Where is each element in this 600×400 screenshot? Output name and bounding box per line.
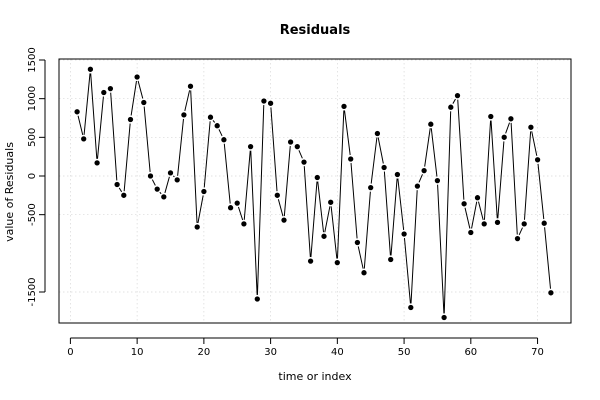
x-axis-label: time or index bbox=[278, 370, 352, 383]
data-point bbox=[293, 142, 302, 151]
y-tick-label: -500 bbox=[27, 203, 38, 226]
data-point bbox=[186, 82, 195, 91]
data-point bbox=[426, 120, 435, 129]
data-point bbox=[166, 168, 175, 178]
data-point bbox=[399, 229, 409, 239]
data-point bbox=[226, 203, 235, 212]
data-point bbox=[379, 163, 389, 172]
plot-border bbox=[58, 58, 572, 324]
x-tick-label: 30 bbox=[264, 347, 277, 358]
data-point bbox=[266, 99, 275, 108]
data-point bbox=[433, 176, 442, 185]
data-point bbox=[219, 135, 229, 144]
data-point bbox=[453, 91, 462, 100]
data-point bbox=[546, 288, 556, 297]
x-tick-label: 60 bbox=[464, 347, 477, 358]
data-point bbox=[126, 115, 135, 124]
data-point bbox=[386, 255, 395, 264]
x-tick-label: 40 bbox=[331, 347, 344, 358]
x-tick-label: 0 bbox=[67, 347, 73, 358]
grid-layer bbox=[59, 59, 571, 323]
data-point bbox=[246, 142, 255, 151]
data-point bbox=[132, 72, 142, 82]
data-point bbox=[92, 158, 102, 168]
data-point bbox=[159, 192, 168, 202]
data-point bbox=[313, 173, 322, 182]
data-point bbox=[513, 234, 522, 243]
data-point bbox=[213, 121, 222, 130]
data-point bbox=[86, 65, 95, 74]
data-point bbox=[473, 193, 482, 202]
y-tick-label: 1000 bbox=[27, 86, 38, 111]
data-point bbox=[153, 184, 162, 194]
data-point bbox=[119, 191, 128, 200]
data-point bbox=[206, 113, 215, 122]
data-point bbox=[173, 175, 182, 185]
y-tick-label: -1500 bbox=[27, 277, 38, 306]
data-point bbox=[279, 215, 289, 225]
data-point bbox=[72, 107, 82, 116]
data-point bbox=[112, 180, 122, 189]
data-points bbox=[72, 65, 556, 322]
data-point bbox=[106, 84, 115, 93]
data-point bbox=[286, 137, 295, 147]
data-point bbox=[406, 303, 415, 312]
y-tick-label: 0 bbox=[27, 173, 38, 179]
data-point bbox=[333, 258, 342, 267]
data-point bbox=[359, 268, 369, 277]
y-tick-label: 1500 bbox=[27, 47, 38, 72]
data-point bbox=[419, 166, 429, 175]
data-point bbox=[253, 294, 262, 304]
data-point bbox=[273, 191, 282, 200]
data-point bbox=[486, 112, 495, 121]
data-point bbox=[99, 88, 108, 97]
data-point bbox=[319, 232, 329, 241]
data-point bbox=[306, 256, 315, 266]
x-tick-label: 50 bbox=[398, 347, 411, 358]
data-point bbox=[193, 222, 202, 232]
data-point bbox=[540, 219, 549, 228]
data-point bbox=[459, 199, 469, 208]
chart-title: Residuals bbox=[280, 23, 351, 38]
data-point bbox=[233, 198, 242, 208]
data-point bbox=[199, 187, 209, 196]
data-point bbox=[139, 98, 148, 107]
y-tick-label: 500 bbox=[27, 128, 38, 147]
data-point bbox=[346, 154, 355, 164]
x-tick-label: 70 bbox=[531, 347, 544, 358]
data-point bbox=[353, 238, 362, 247]
data-point bbox=[179, 110, 189, 120]
data-point bbox=[373, 129, 382, 138]
data-point bbox=[439, 313, 449, 322]
data-point bbox=[526, 123, 536, 132]
data-point bbox=[500, 133, 509, 142]
series-line bbox=[76, 69, 552, 318]
data-point bbox=[339, 102, 349, 111]
data-point bbox=[299, 157, 309, 167]
data-point bbox=[493, 218, 502, 227]
data-point bbox=[146, 171, 155, 181]
y-axis-label: value of Residuals bbox=[3, 142, 16, 242]
data-point bbox=[366, 183, 375, 192]
x-tick-label: 20 bbox=[198, 347, 211, 358]
data-point bbox=[259, 96, 269, 106]
data-point bbox=[393, 170, 402, 179]
data-point bbox=[480, 219, 489, 229]
data-point bbox=[79, 134, 88, 144]
axes-layer: 0 10 20 30 40 50 60 70 -1500 -500 0 500 1000 1500 bbox=[27, 47, 572, 358]
data-point bbox=[239, 219, 249, 229]
data-point bbox=[326, 198, 335, 207]
data-point bbox=[446, 103, 455, 112]
data-point bbox=[520, 219, 529, 229]
data-point bbox=[533, 155, 542, 164]
data-point bbox=[413, 181, 422, 191]
x-tick-label: 10 bbox=[131, 347, 144, 358]
data-point bbox=[466, 228, 475, 237]
data-point bbox=[506, 114, 516, 123]
